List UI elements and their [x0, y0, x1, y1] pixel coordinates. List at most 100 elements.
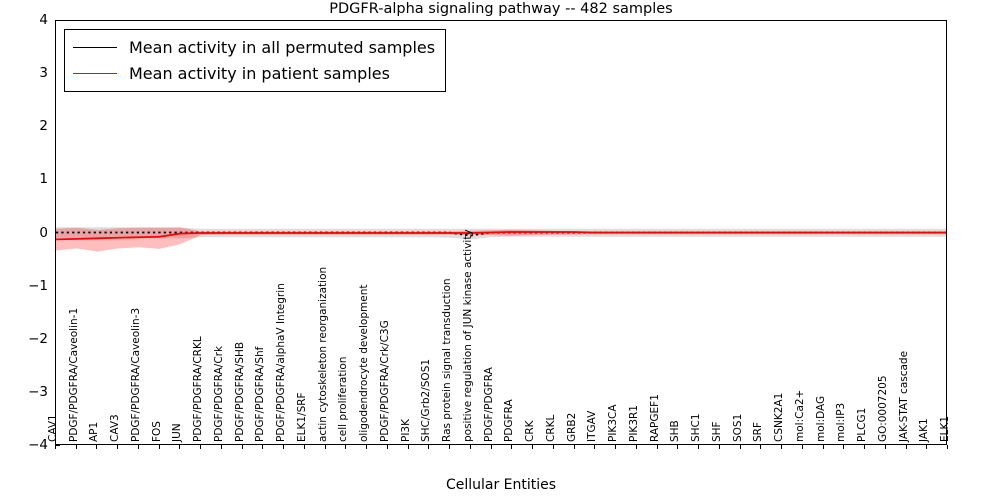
x-tick-label: SHF [710, 421, 723, 442]
legend-item: Mean activity in all permuted samples [73, 34, 435, 60]
plot-canvas [56, 227, 946, 252]
x-tick-label: PLCG1 [856, 407, 869, 442]
x-tick-mark [179, 445, 181, 449]
x-tick-mark [220, 445, 222, 449]
y-tick-label: −1 [28, 277, 48, 294]
permuted-confidence-band [56, 227, 946, 240]
x-tick-mark [200, 445, 202, 449]
y-tick-mark [55, 445, 60, 446]
x-tick-label: CAV3 [109, 414, 122, 442]
x-tick-label: CRKL [544, 414, 557, 442]
x-tick-label: PDGF/PDGFRA [482, 367, 495, 442]
x-tick-mark [781, 445, 783, 449]
x-tick-mark [947, 445, 948, 449]
x-tick-mark [449, 445, 451, 449]
x-tick-mark [158, 445, 160, 449]
x-tick-mark [760, 445, 762, 449]
x-tick-label: PDGF/PDGFRA/Shf [254, 346, 267, 442]
x-tick-label: PDGF/PDGFRA/Caveolin-1 [67, 307, 80, 442]
x-tick-mark [594, 445, 596, 449]
x-tick-label: AP1 [88, 421, 101, 442]
x-tick-label: JAK1 [918, 418, 931, 442]
x-tick-mark [926, 445, 928, 449]
x-tick-label: actin cytoskeleton reorganization [316, 266, 329, 442]
x-tick-mark [552, 445, 554, 449]
x-tick-label: FOS [150, 421, 163, 442]
x-tick-mark [490, 445, 492, 449]
x-tick-mark [677, 445, 679, 449]
x-tick-label: SOS1 [731, 413, 744, 442]
chart-title: PDGFR-alpha signaling pathway -- 482 sam… [329, 1, 673, 17]
legend-item: Mean activity in patient samples [73, 60, 435, 86]
x-tick-mark [739, 445, 741, 449]
x-tick-label: oligodendrocyte development [358, 284, 371, 442]
x-tick-mark [864, 445, 866, 449]
x-tick-label: PDGF/PDGFRA/SHB [233, 341, 246, 442]
x-tick-label: mol:DAG [814, 395, 827, 442]
x-tick-mark [532, 445, 534, 449]
x-tick-mark [718, 445, 720, 449]
x-tick-mark [283, 445, 285, 449]
x-tick-label: PDGF/PDGFRA/alphaV Integrin [275, 283, 288, 442]
x-tick-mark [884, 445, 886, 449]
x-tick-mark [573, 445, 575, 449]
x-tick-label: cell proliferation [337, 356, 350, 442]
x-tick-mark [75, 445, 77, 449]
x-tick-mark [303, 445, 305, 449]
y-tick-label: −4 [28, 437, 48, 453]
x-tick-label: RAPGEF1 [648, 394, 661, 442]
y-tick-label: −2 [28, 330, 48, 347]
x-tick-label: mol:IP3 [835, 402, 848, 442]
legend-label: Mean activity in all permuted samples [129, 37, 436, 57]
legend: Mean activity in all permuted samples Mea… [64, 29, 447, 92]
x-tick-label: PIK3CA [607, 404, 620, 442]
x-tick-label: PDGFRA [503, 399, 516, 442]
y-tick-label: 3 [39, 65, 48, 82]
x-tick-mark [345, 445, 347, 449]
patient-mean-line [56, 231, 946, 241]
x-tick-label: positive regulation of JUN kinase activi… [461, 229, 474, 442]
x-tick-mark [428, 445, 430, 449]
x-tick-mark [117, 445, 119, 449]
x-tick-label: ELK1 [939, 415, 951, 442]
x-tick-mark [656, 445, 658, 449]
x-tick-label: JUN [171, 423, 184, 442]
x-axis-label: Cellular Entities [445, 477, 557, 493]
x-tick-mark [262, 445, 264, 449]
x-tick-mark [137, 445, 139, 449]
x-tick-label: PDGF/PDGFRA/Crk [212, 345, 225, 442]
x-tick-label: PDGF/PDGFRA/CRKL [192, 336, 205, 442]
x-tick-label: JAK-STAT cascade [897, 350, 910, 442]
x-tick-mark [386, 445, 388, 449]
x-tick-mark [96, 445, 98, 449]
x-tick-mark [635, 445, 637, 449]
x-tick-label: PIK3R1 [627, 405, 640, 442]
x-tick-mark [407, 445, 409, 449]
x-tick-label: Ras protein signal transduction [441, 278, 454, 442]
x-tick-mark [366, 445, 368, 449]
x-tick-mark [843, 445, 845, 449]
x-tick-label: ELK1/SRF [295, 392, 308, 442]
x-tick-label: PDGF/PDGFRA/Caveolin-3 [129, 307, 142, 442]
x-tick-mark [905, 445, 907, 449]
x-tick-label: GO:0007205 [876, 375, 889, 442]
x-tick-label: PI3K [399, 419, 412, 442]
x-tick-label: PDGF/PDGFRA/Crk/C3G [378, 320, 391, 442]
legend-line-swatch [73, 72, 117, 74]
x-tick-label: CSNK2A1 [773, 392, 786, 442]
y-tick-label: 0 [39, 224, 48, 241]
x-tick-label: mol:Ca2+ [793, 389, 806, 442]
x-tick-mark [55, 445, 56, 449]
x-tick-label: ITGAV [586, 410, 599, 442]
y-tick-label: 1 [39, 171, 48, 188]
y-tick-label: −3 [28, 383, 48, 400]
x-tick-label: GRB2 [565, 412, 578, 442]
legend-line-swatch [73, 46, 117, 48]
x-tick-mark [801, 445, 803, 449]
x-tick-mark [241, 445, 243, 449]
y-tick-label: 4 [39, 12, 48, 28]
legend-label: Mean activity in patient samples [129, 63, 390, 83]
x-tick-mark [324, 445, 326, 449]
x-tick-mark [615, 445, 617, 449]
